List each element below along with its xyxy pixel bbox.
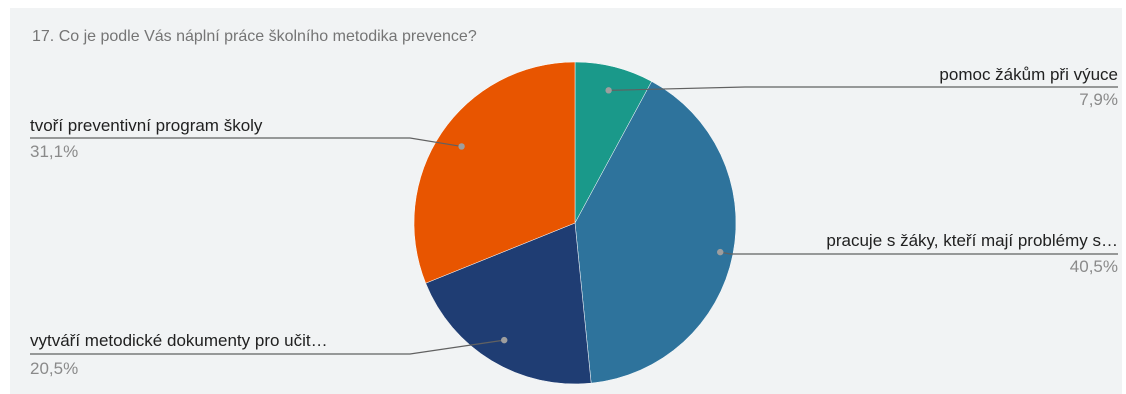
leader-dot bbox=[605, 87, 612, 94]
pie-slices bbox=[413, 61, 737, 385]
leader-dot bbox=[501, 336, 508, 344]
slice-label: tvoří preventivní program školy bbox=[30, 116, 263, 135]
pie-slice[interactable] bbox=[425, 222, 592, 385]
slice-label: vytváří metodické dokumenty pro učit… bbox=[30, 331, 328, 350]
leader-line bbox=[720, 251, 1118, 255]
leader-line bbox=[608, 86, 1118, 91]
slice-value-label: 31,1% bbox=[30, 142, 78, 161]
leader-line bbox=[30, 339, 505, 355]
slice-value-label: 20,5% bbox=[30, 359, 78, 378]
pie-labels: pomoc žákům při výuce 7,9% pracuje s žáky,… bbox=[30, 65, 1118, 378]
chart-title: 17. Co je podle Vás náplní práce školníh… bbox=[32, 28, 477, 45]
pie-slice[interactable] bbox=[413, 61, 576, 284]
slice-value-label: 40,5% bbox=[1070, 257, 1118, 276]
leader-dot bbox=[717, 248, 724, 256]
slice-label: pracuje s žáky, kteří mají problémy s… bbox=[826, 231, 1118, 250]
slice-label: pomoc žákům při výuce bbox=[939, 65, 1118, 84]
slice-value-label: 7,9% bbox=[1079, 90, 1118, 109]
leader-line bbox=[30, 137, 462, 148]
leader-dot bbox=[458, 143, 465, 150]
pie-slice[interactable] bbox=[574, 81, 737, 384]
